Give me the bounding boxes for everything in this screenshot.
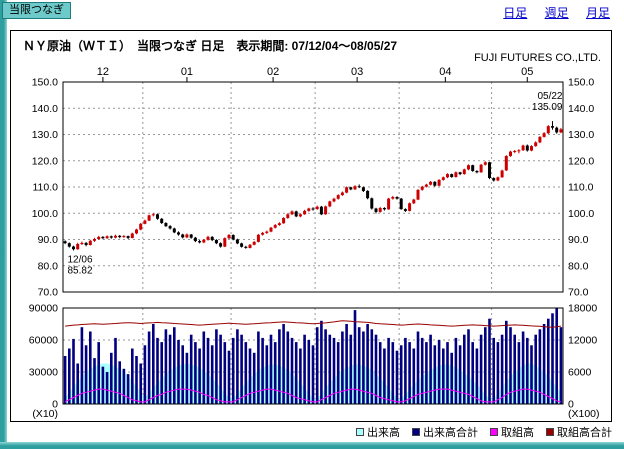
svg-text:130.0: 130.0: [568, 129, 594, 141]
company-name: FUJI FUTURES CO.,LTD.: [474, 52, 601, 64]
nav-monthly-link[interactable]: 月足: [585, 6, 610, 20]
svg-text:03: 03: [351, 66, 363, 78]
chart-panel: ＮＹ原油（ＷＴＩ） 当限つなぎ 日足 表示期間: 07/12/04～08/05/…: [10, 30, 612, 422]
svg-text:18000: 18000: [568, 303, 597, 315]
svg-text:110.0: 110.0: [33, 182, 59, 194]
svg-text:140.0: 140.0: [32, 103, 58, 115]
nav-weekly-link[interactable]: 週足: [544, 6, 569, 20]
svg-text:120.0: 120.0: [568, 155, 594, 167]
svg-text:12: 12: [97, 66, 109, 78]
svg-text:150.0: 150.0: [32, 77, 58, 89]
price-volume-chart: 150.0 150.0 140.0 140.0 130.0 130.0 120.0 120.0…: [29, 66, 600, 420]
svg-text:70.0: 70.0: [38, 287, 59, 299]
chart-title: ＮＹ原油（ＷＴＩ） 当限つなぎ 日足 表示期間: 07/12/04～08/05/…: [23, 39, 398, 53]
legend-swatch: [356, 428, 364, 436]
legend-item: 取組高合計: [546, 424, 612, 440]
svg-text:140.0: 140.0: [568, 103, 594, 115]
frame-bottom-border: [0, 442, 624, 449]
svg-text:01: 01: [181, 66, 193, 78]
legend-label: 出来高合計: [423, 427, 478, 439]
svg-text:80.0: 80.0: [38, 260, 59, 272]
svg-text:100.0: 100.0: [32, 208, 58, 220]
svg-text:04: 04: [439, 66, 451, 78]
svg-text:110.0: 110.0: [568, 182, 594, 194]
svg-text:(X10): (X10): [32, 408, 58, 420]
svg-text:130.0: 130.0: [32, 129, 58, 141]
legend-swatch: [412, 428, 420, 436]
svg-text:60000: 60000: [29, 335, 58, 347]
timeframe-nav: 日足 週足 月足: [489, 4, 610, 21]
svg-text:70.0: 70.0: [568, 287, 589, 299]
svg-text:85.82: 85.82: [68, 265, 93, 276]
legend-item: 出来高合計: [412, 424, 478, 440]
svg-text:90.0: 90.0: [38, 234, 59, 246]
svg-text:80.0: 80.0: [568, 260, 589, 272]
svg-text:100.0: 100.0: [568, 208, 594, 220]
svg-text:150.0: 150.0: [568, 77, 594, 89]
svg-text:12/06: 12/06: [68, 254, 93, 265]
svg-text:30000: 30000: [29, 367, 58, 379]
svg-text:120.0: 120.0: [32, 155, 58, 167]
legend-swatch: [546, 428, 554, 436]
chart-legend: 出来高 出来高合計 取組高 取組高合計: [356, 424, 612, 440]
svg-text:135.09: 135.09: [532, 102, 563, 113]
svg-text:0: 0: [568, 399, 574, 411]
legend-item: 取組高: [490, 424, 534, 440]
svg-text:05/22: 05/22: [537, 91, 562, 102]
svg-text:6000: 6000: [568, 367, 592, 379]
svg-text:90000: 90000: [29, 303, 58, 315]
svg-text:12000: 12000: [568, 335, 597, 347]
legend-label: 取組高: [501, 427, 534, 439]
svg-text:90.0: 90.0: [568, 234, 589, 246]
svg-text:05: 05: [521, 66, 533, 78]
nav-daily-link[interactable]: 日足: [503, 6, 528, 20]
legend-label: 出来高: [367, 427, 400, 439]
svg-text:0: 0: [52, 399, 58, 411]
legend-item: 出来高: [356, 424, 400, 440]
svg-text:(X100): (X100): [568, 408, 600, 420]
svg-text:02: 02: [267, 66, 279, 78]
legend-label: 取組高合計: [557, 427, 612, 439]
legend-swatch: [490, 428, 498, 436]
tab-current-contract[interactable]: 当限つなぎ: [2, 2, 71, 19]
frame-left-border: [0, 0, 7, 449]
